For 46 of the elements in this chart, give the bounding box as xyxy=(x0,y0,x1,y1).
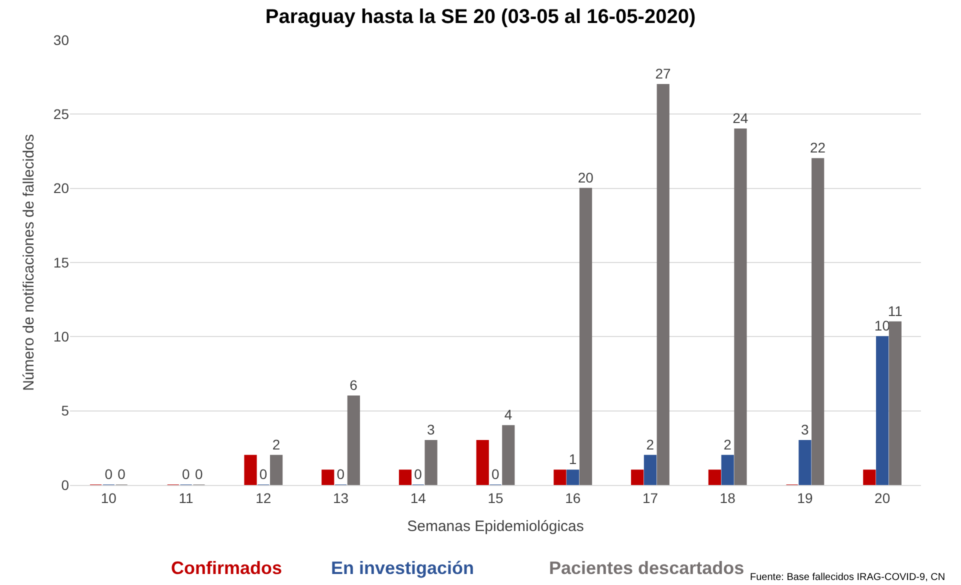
data-label: 0 xyxy=(118,466,126,482)
data-label: 1 xyxy=(568,451,577,468)
data-label: 20 xyxy=(578,169,594,186)
x-tick-label: 11 xyxy=(178,490,194,506)
x-tick-label: 12 xyxy=(256,490,272,506)
chart-title: Paraguay hasta la SE 20 (03-05 al 16-05-2020) xyxy=(265,6,696,28)
data-label: 0 xyxy=(259,466,268,482)
data-label: 0 xyxy=(336,466,345,482)
data-label: 0 xyxy=(182,466,190,482)
data-label: 11 xyxy=(888,302,903,319)
data-label: 0 xyxy=(104,466,113,482)
data-label: 3 xyxy=(427,422,436,438)
text: Confirmados xyxy=(171,558,282,578)
source-note: Fuente: Base fallecidos IRAG-COVID-9, CN xyxy=(750,572,946,583)
data-label: 0 xyxy=(414,466,422,482)
x-tick-label: 19 xyxy=(797,490,813,506)
text: Pacientes descartados xyxy=(549,558,744,578)
data-label: 3 xyxy=(800,422,809,438)
x-tick-label: 15 xyxy=(488,490,504,506)
data-label: 0 xyxy=(492,466,500,482)
data-label: 6 xyxy=(350,377,358,393)
data-label: 2 xyxy=(646,436,654,452)
x-tick-label: 13 xyxy=(332,490,349,506)
y-tick-label: 15 xyxy=(53,254,70,270)
y-tick-label: 20 xyxy=(53,180,70,196)
y-tick-label: 5 xyxy=(61,402,70,419)
data-label: 2 xyxy=(724,436,732,452)
y-tick-label: 0 xyxy=(61,476,70,493)
x-axis-title: Semanas Epidemiológicas xyxy=(407,518,584,535)
data-label: 27 xyxy=(655,66,672,82)
x-tick-label: 20 xyxy=(874,490,890,506)
x-tick-label: 10 xyxy=(100,490,117,506)
y-tick-label: 10 xyxy=(53,328,70,345)
data-label: 22 xyxy=(810,140,826,156)
text: En investigación xyxy=(331,558,474,578)
x-tick-label: 16 xyxy=(565,490,581,506)
y-tick-label: 30 xyxy=(53,32,70,48)
y-tick-label: 25 xyxy=(53,106,70,122)
x-tick-label: 17 xyxy=(642,490,658,506)
data-label: 4 xyxy=(504,406,512,423)
data-label: 24 xyxy=(732,110,748,126)
x-tick-label: 14 xyxy=(410,490,426,506)
data-label: 0 xyxy=(194,466,203,482)
y-axis-title: Número de notificaciones de fallecidos xyxy=(20,134,38,391)
data-label: 2 xyxy=(272,436,280,452)
x-tick-label: 18 xyxy=(720,490,736,506)
